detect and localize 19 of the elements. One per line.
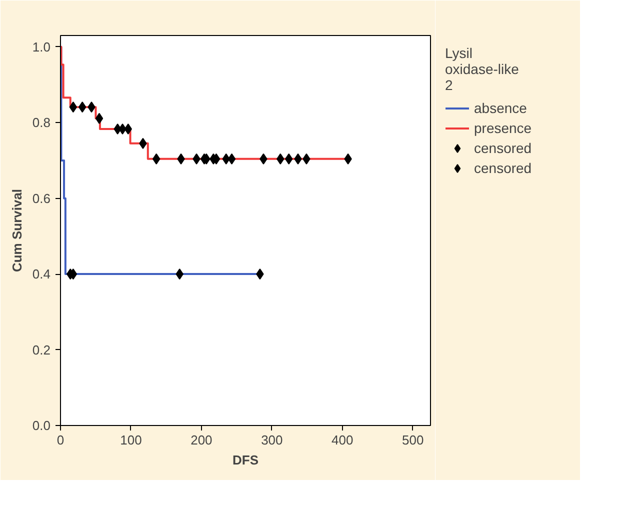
y-tick-label: 1.0 [32,39,51,54]
x-tick-label: 400 [332,432,354,448]
legend-label: censored [474,140,532,156]
x-tick-label: 100 [120,432,142,448]
y-tick-label: 0.2 [32,342,51,358]
legend-label: presence [474,120,532,136]
legend-label: censored [474,160,532,176]
x-tick-label: 300 [261,432,283,448]
x-axis-title: DFS [232,452,259,468]
y-tick-label: 0.8 [32,115,51,130]
x-tick-label: 200 [190,432,212,448]
y-axis-title: Cum Survival [9,188,24,272]
legend-label: absence [474,100,527,116]
y-tick-label: 0.4 [32,266,51,282]
legend-title: Lysil oxidase-like 2 [445,45,520,93]
x-tick-label: 0 [56,432,64,448]
y-tick-label: 0.0 [32,418,51,433]
y-tick-label: 0.6 [32,190,51,206]
x-tick-label: 500 [402,432,424,448]
